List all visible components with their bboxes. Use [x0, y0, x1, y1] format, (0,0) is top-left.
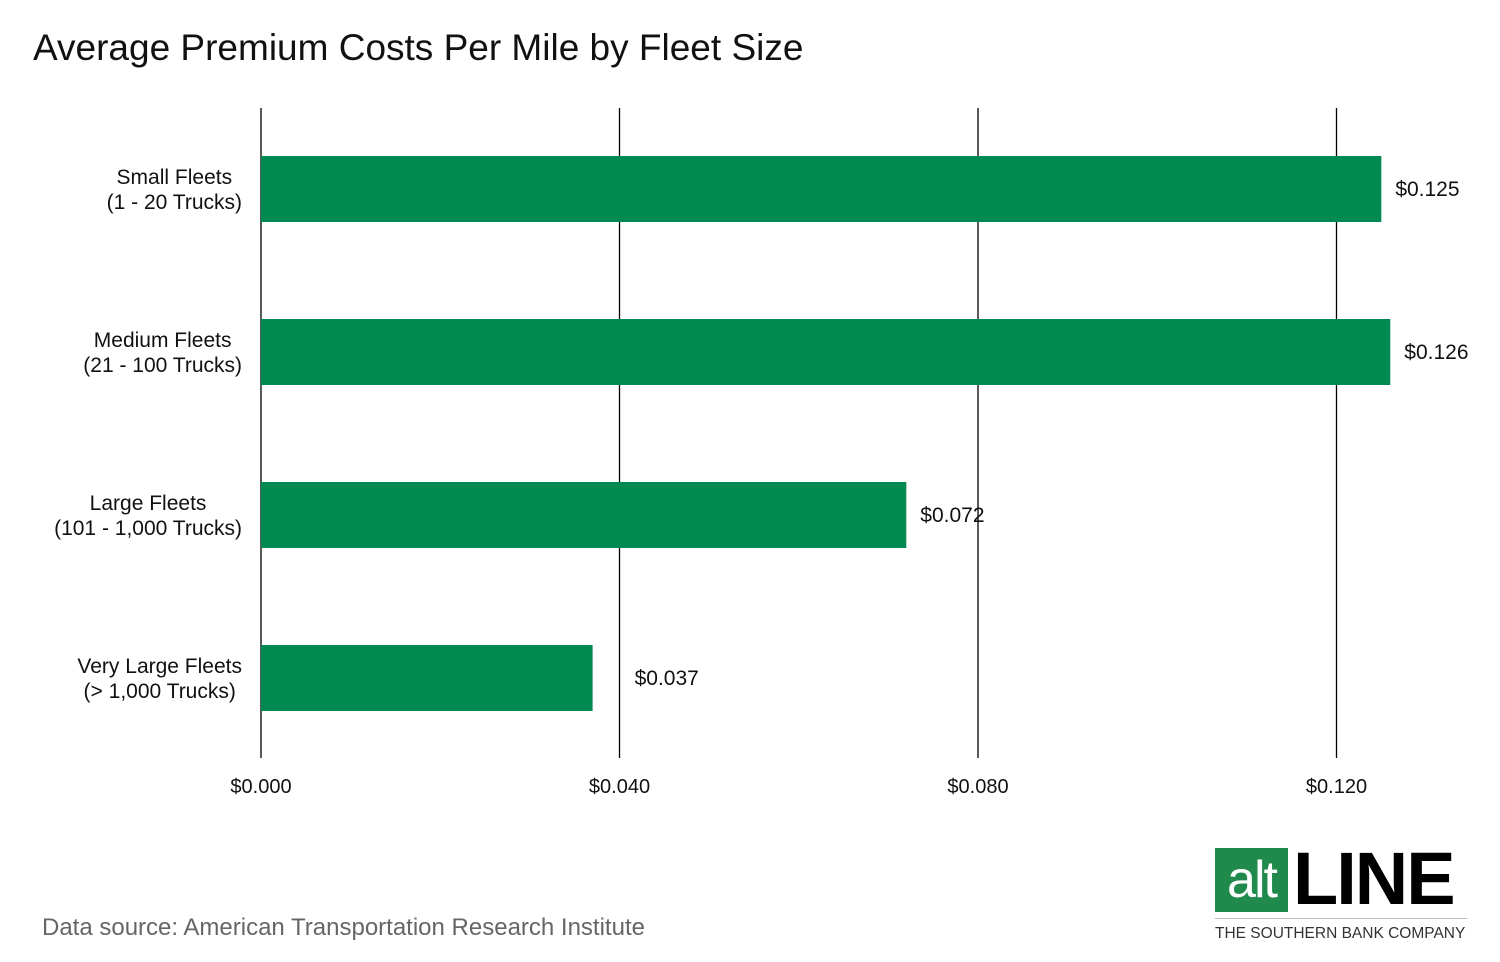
bar [261, 319, 1391, 385]
bar [261, 645, 593, 711]
category-label: Large Fleets [90, 492, 207, 515]
bar-chart: $0.000 $0.040 $0.080 $0.120 $0.125 Small Flee… [54, 108, 1469, 798]
category-label: Medium Fleets [94, 329, 232, 352]
data-label: $0.125 [1395, 178, 1459, 201]
bar [261, 482, 907, 548]
category-sublabel: (1 - 20 Trucks) [107, 191, 242, 214]
logo-alt: alt [1215, 848, 1288, 912]
logo-tagline: THE SOUTHERN BANK COMPANY [1215, 925, 1466, 942]
category-sublabel: (101 - 1,000 Trucks) [54, 517, 242, 540]
data-source: Data source: American Transportation Res… [42, 914, 645, 941]
data-label: $0.072 [920, 504, 984, 527]
x-tick-label: $0.000 [230, 776, 291, 798]
bar [261, 156, 1382, 222]
logo-line: LINE [1293, 837, 1456, 920]
logo-divider [1215, 918, 1467, 919]
x-tick-label: $0.040 [589, 776, 650, 798]
x-tick-label: $0.120 [1306, 776, 1367, 798]
x-tick-label: $0.080 [947, 776, 1008, 798]
data-label: $0.037 [635, 667, 699, 690]
category-label: Small Fleets [117, 166, 233, 189]
data-label: $0.126 [1404, 341, 1468, 364]
category-label: Very Large Fleets [77, 655, 242, 678]
category-sublabel: (21 - 100 Trucks) [83, 354, 242, 377]
category-sublabel: (> 1,000 Trucks) [84, 680, 236, 703]
chart-title: Average Premium Costs Per Mile by Fleet … [33, 27, 804, 68]
